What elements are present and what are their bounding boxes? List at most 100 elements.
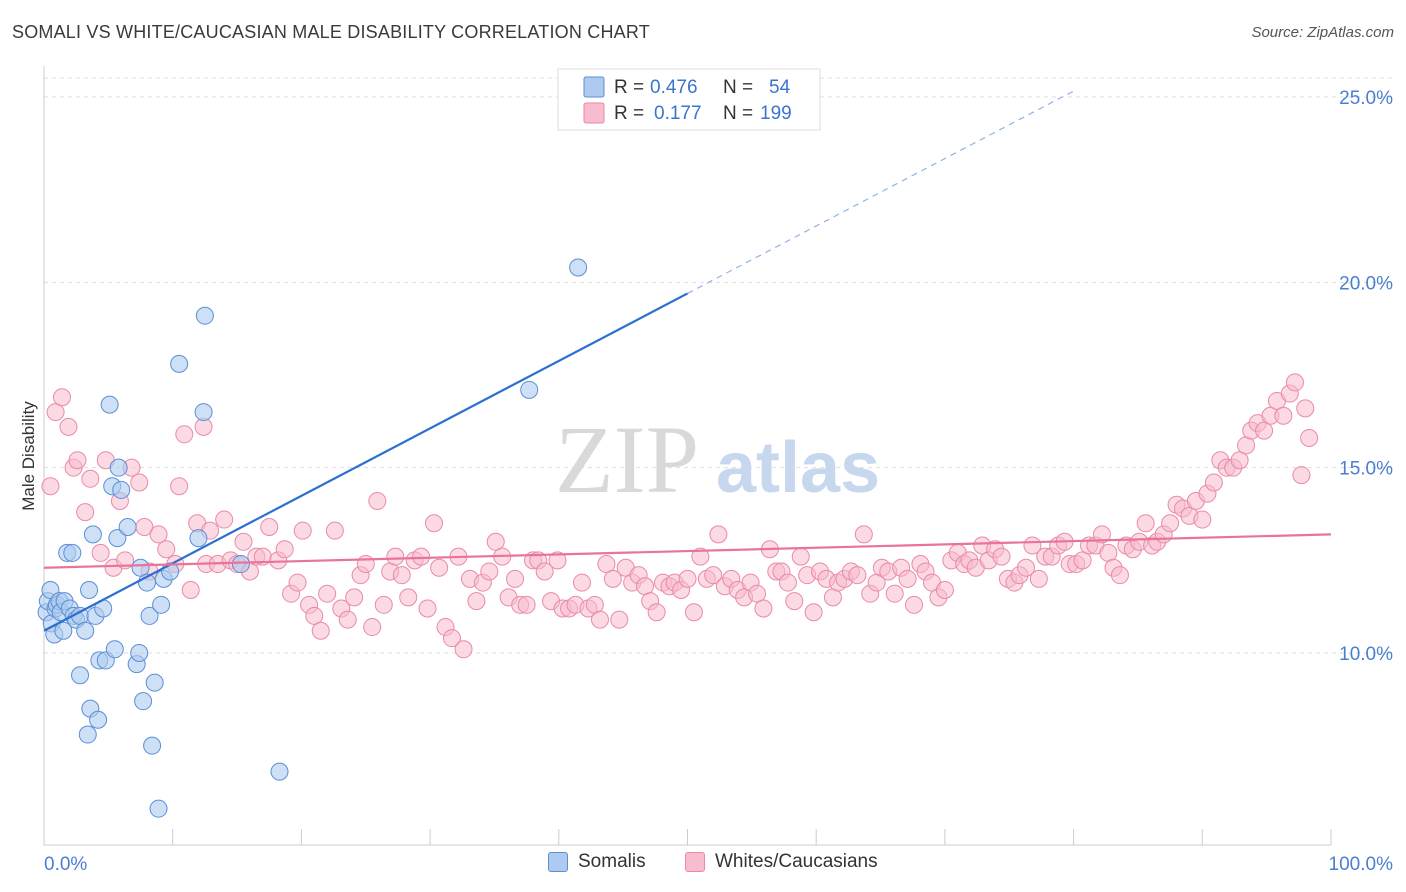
legend-r-label: R =: [614, 77, 644, 98]
white-point: [603, 569, 622, 588]
white-point: [517, 595, 536, 614]
white-point: [305, 606, 324, 625]
white-point: [704, 566, 723, 585]
somali-trend-extension: [687, 90, 1074, 294]
somali-point: [569, 258, 588, 277]
somali-point: [170, 354, 189, 373]
white-point: [418, 599, 437, 618]
white-point: [572, 573, 591, 592]
white-point: [41, 477, 60, 496]
trend-lines: [43, 90, 1332, 632]
somali-points: [37, 258, 588, 818]
white-point: [442, 629, 461, 648]
somali-point: [145, 673, 164, 692]
white-point: [275, 540, 294, 559]
white-point: [386, 547, 405, 566]
white-point: [747, 584, 766, 603]
somali-point: [149, 799, 168, 818]
axes: [43, 66, 1332, 846]
somali-point: [189, 529, 208, 548]
white-point: [412, 547, 431, 566]
white-point: [1296, 399, 1315, 418]
somali-point: [105, 640, 124, 659]
white-point: [691, 547, 710, 566]
white-point: [430, 558, 449, 577]
somali-point: [130, 644, 149, 662]
white-point: [170, 477, 189, 496]
somalis-swatch: [548, 852, 568, 872]
somali-point: [76, 621, 95, 640]
somali-point: [109, 458, 128, 477]
white-point: [1136, 514, 1155, 533]
white-point: [91, 543, 110, 562]
white-point: [804, 603, 823, 622]
white-point: [684, 603, 703, 622]
white-point: [368, 492, 387, 511]
legend-swatch-somalis: [583, 76, 605, 98]
white-point: [345, 588, 364, 607]
y-tick-label: 20.0%: [1339, 273, 1393, 294]
whites-trend-line: [43, 533, 1332, 569]
watermark: ZIP atlas: [555, 406, 880, 513]
white-point: [68, 451, 87, 470]
somali-point: [231, 555, 250, 574]
y-tick-label: 25.0%: [1339, 88, 1393, 109]
somali-point: [140, 606, 159, 625]
white-point: [785, 592, 804, 611]
source-label: Source: ZipAtlas.com: [1251, 24, 1394, 41]
white-point: [215, 510, 234, 529]
series-legend: Somalis Whites/Caucasians: [0, 851, 1406, 877]
somali-point: [112, 480, 131, 499]
legend-r-value: 0.177: [654, 103, 702, 124]
white-point: [1161, 514, 1180, 533]
white-point: [46, 403, 65, 422]
white-point: [647, 603, 666, 622]
white-point: [59, 417, 78, 436]
legend-r-value: 0.476: [650, 77, 698, 98]
white-point: [399, 588, 418, 607]
white-point: [535, 562, 554, 581]
legend-item-whites[interactable]: Whites/Caucasians: [685, 851, 878, 873]
somali-point: [83, 525, 102, 544]
white-point: [454, 640, 473, 659]
white-point: [318, 584, 337, 603]
white-point: [76, 503, 95, 522]
somali-point: [118, 517, 137, 536]
white-point: [1092, 525, 1111, 544]
somali-point: [152, 595, 171, 614]
somali-point: [80, 580, 99, 599]
legend-n-label: N =: [723, 103, 753, 124]
chart-title: SOMALI VS WHITE/CAUCASIAN MALE DISABILIT…: [12, 22, 650, 42]
somali-point: [520, 380, 539, 399]
white-point: [905, 595, 924, 614]
white-point: [53, 388, 72, 407]
white-point: [1274, 406, 1293, 425]
legend-r-label: R =: [614, 103, 644, 124]
white-point: [854, 525, 873, 544]
somali-point: [131, 558, 150, 577]
white-point: [992, 547, 1011, 566]
somali-point: [78, 725, 97, 744]
white-point: [848, 566, 867, 585]
tick-labels: 10.0% 15.0% 20.0% 25.0% 0.0% 100.0%: [44, 88, 1393, 875]
white-point: [288, 573, 307, 592]
somali-point: [100, 395, 119, 414]
somali-point: [89, 710, 108, 729]
legend-label-somalis: Somalis: [578, 851, 646, 872]
white-point: [610, 610, 629, 629]
somali-point: [194, 403, 213, 422]
white-point: [338, 610, 357, 629]
white-point: [181, 580, 200, 599]
white-point: [480, 562, 499, 581]
white-point: [1016, 558, 1035, 577]
y-tick-label: 10.0%: [1339, 644, 1393, 665]
y-tick-label: 15.0%: [1339, 459, 1393, 480]
white-point: [424, 514, 443, 533]
white-point: [356, 555, 375, 574]
legend-item-somalis[interactable]: Somalis: [548, 851, 646, 873]
somali-point: [195, 306, 214, 325]
white-point: [325, 521, 344, 540]
white-point: [486, 532, 505, 551]
stats-legend: R = 0.476 N = 54 R = 0.177 N = 199: [557, 68, 821, 131]
